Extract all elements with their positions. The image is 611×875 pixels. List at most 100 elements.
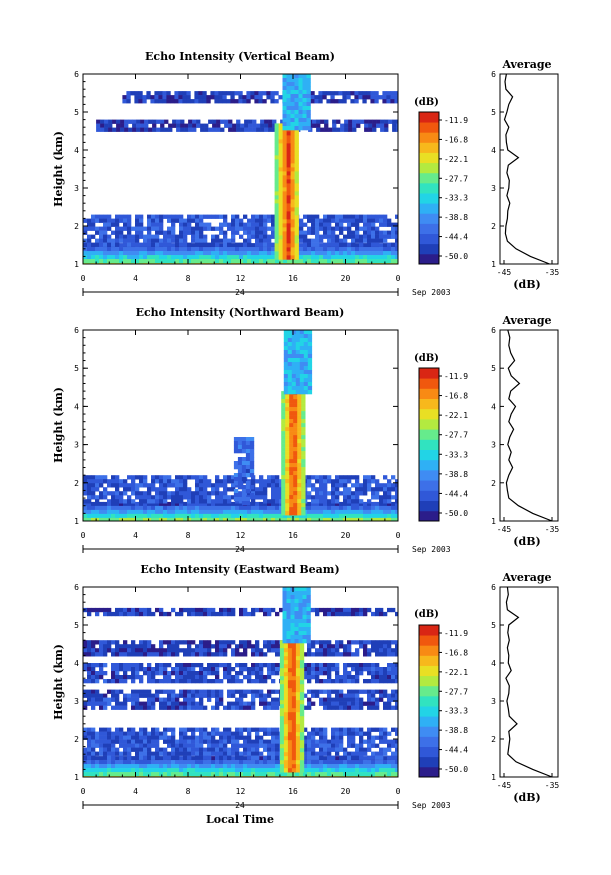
echo-cell xyxy=(227,479,232,484)
echo-cell xyxy=(263,513,268,519)
echo-cell xyxy=(155,234,160,239)
echo-cell xyxy=(139,675,144,680)
echo-cell xyxy=(120,119,125,124)
echo-cell xyxy=(237,481,243,486)
echo-cell xyxy=(187,495,192,500)
echo-cell xyxy=(303,366,309,371)
echo-cell xyxy=(99,234,104,239)
echo-cell xyxy=(311,483,316,488)
echo-cell xyxy=(223,242,228,247)
echo-cell xyxy=(293,435,298,440)
echo-cell xyxy=(302,126,307,131)
echo-cell xyxy=(311,475,316,480)
echo-cell xyxy=(367,226,372,231)
echo-cell xyxy=(259,667,264,672)
echo-cell xyxy=(387,491,392,496)
echo-cell xyxy=(319,701,324,706)
echo-cell xyxy=(91,735,96,740)
echo-cell xyxy=(295,358,301,363)
echo-cell xyxy=(303,760,308,765)
echo-cell xyxy=(171,772,176,777)
echo-cell xyxy=(315,772,320,777)
echo-cell xyxy=(143,739,148,744)
echo-cell xyxy=(99,697,104,702)
echo-cell xyxy=(323,644,328,649)
echo-cell xyxy=(303,747,308,752)
echo-cell xyxy=(302,106,307,111)
echo-cell xyxy=(356,123,361,128)
echo-cell xyxy=(271,663,276,668)
x-tick-label: 16 xyxy=(288,274,298,283)
echo-cell xyxy=(171,644,176,649)
echo-cell xyxy=(263,483,268,488)
echo-cell xyxy=(127,238,132,243)
echo-cell xyxy=(331,483,336,488)
echo-cell xyxy=(115,756,120,761)
echo-cell xyxy=(335,735,340,740)
echo-cell xyxy=(207,505,212,511)
echo-cell xyxy=(347,731,352,736)
echo-cell xyxy=(297,419,302,424)
echo-cell xyxy=(255,679,260,684)
echo-cell xyxy=(147,663,152,668)
echo-cell xyxy=(123,218,128,223)
echo-cell xyxy=(331,701,336,706)
echo-cell xyxy=(303,370,309,375)
echo-cell xyxy=(391,755,396,760)
echo-cell xyxy=(339,731,344,736)
echo-cell xyxy=(151,255,156,260)
echo-cell xyxy=(123,242,128,247)
echo-cell xyxy=(223,739,228,744)
echo-cell xyxy=(332,123,337,128)
echo-cell xyxy=(195,491,200,496)
echo-cell xyxy=(294,106,299,111)
echo-cell xyxy=(359,255,364,260)
echo-cell xyxy=(343,727,348,732)
echo-cell xyxy=(147,640,152,645)
echo-cell xyxy=(199,689,204,694)
echo-cell xyxy=(163,259,168,264)
echo-cell xyxy=(395,679,398,684)
echo-cell xyxy=(175,671,180,676)
echo-cell xyxy=(290,139,295,144)
echo-cell xyxy=(199,667,204,672)
echo-cell xyxy=(191,247,196,252)
echo-cell xyxy=(211,517,216,521)
echo-cell xyxy=(339,747,344,752)
echo-cell xyxy=(359,218,364,223)
echo-cell xyxy=(286,251,291,256)
echo-cell xyxy=(323,255,328,260)
echo-cell xyxy=(179,731,184,736)
echo-cell xyxy=(281,415,286,420)
echo-cell xyxy=(331,760,336,765)
echo-cell xyxy=(297,479,302,484)
echo-cell xyxy=(203,644,208,649)
echo-cell xyxy=(334,99,339,104)
echo-cell xyxy=(255,768,260,773)
echo-cell xyxy=(290,118,295,123)
echo-cell xyxy=(255,251,260,256)
echo-cell xyxy=(207,751,212,756)
echo-cell xyxy=(271,251,276,256)
echo-cell xyxy=(343,238,348,243)
echo-cell xyxy=(279,772,284,777)
echo-cell xyxy=(147,483,152,488)
echo-cell xyxy=(293,451,298,456)
echo-cell xyxy=(87,764,92,769)
echo-cell xyxy=(199,764,204,769)
echo-cell xyxy=(251,701,256,706)
echo-cell xyxy=(115,675,120,680)
echo-cell xyxy=(295,362,301,367)
echo-cell xyxy=(111,222,116,227)
echo-cell xyxy=(323,214,328,219)
echo-cell xyxy=(319,218,324,223)
echo-cell xyxy=(281,455,286,460)
echo-cell xyxy=(339,491,344,496)
x-tick-label: 0 xyxy=(81,531,86,540)
echo-cell xyxy=(271,731,276,736)
echo-cell xyxy=(235,644,240,649)
echo-cell xyxy=(351,475,356,480)
echo-cell xyxy=(155,255,160,260)
echo-cell xyxy=(355,243,360,248)
